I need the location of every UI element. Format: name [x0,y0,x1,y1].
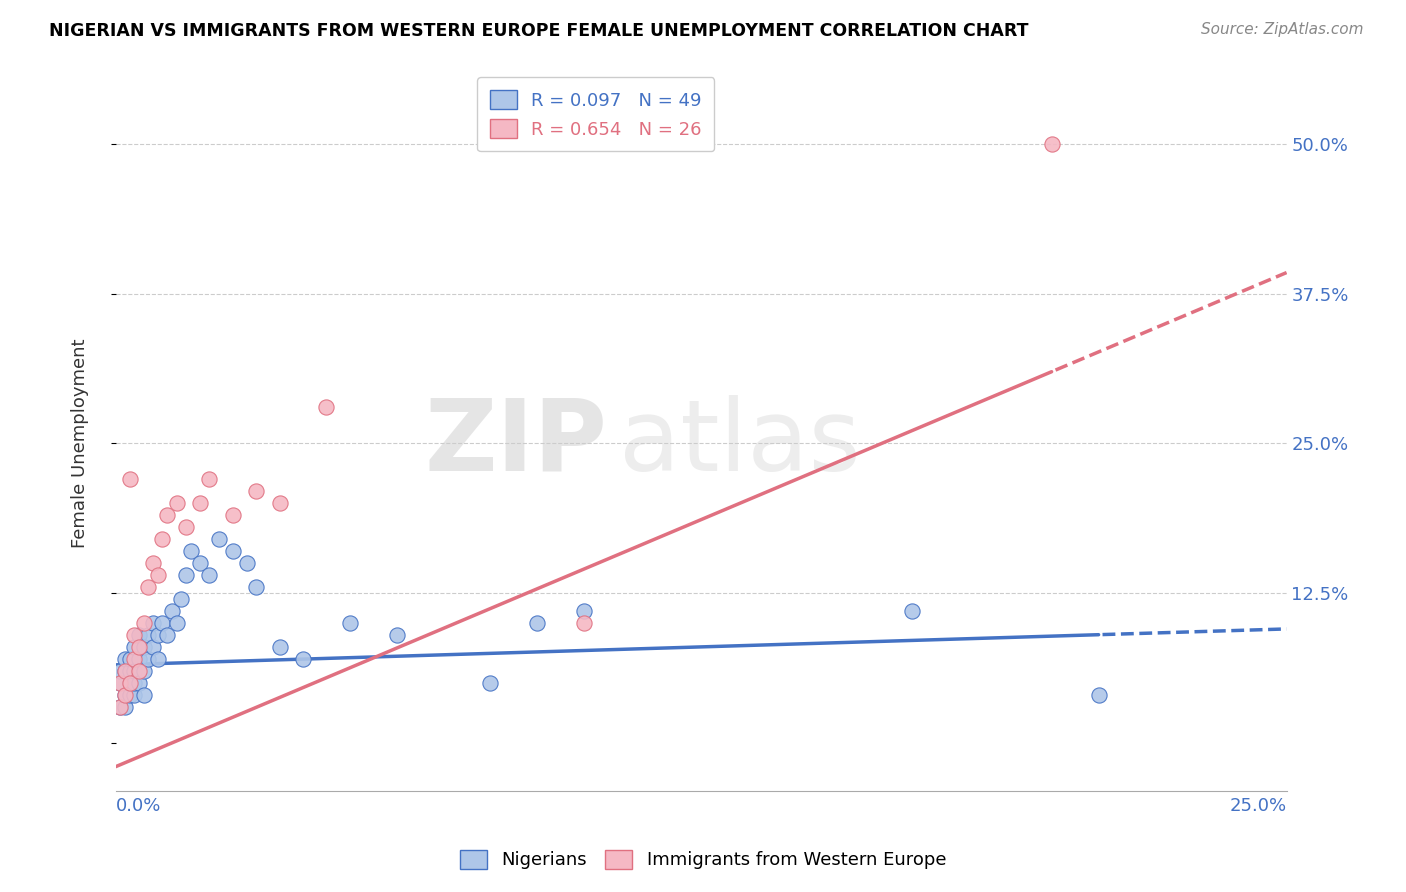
Point [110,676,132,690]
Point [339,615,361,630]
Point [269,640,291,654]
Point [118,676,141,690]
Point [152,532,174,546]
Point [124,652,146,666]
Point [124,664,146,678]
Point [901,604,924,618]
Text: ZIP: ZIP [425,395,607,491]
Point [166,615,188,630]
Point [222,544,245,558]
Point [124,688,146,702]
Point [110,699,132,714]
Point [142,615,165,630]
Point [526,615,548,630]
Point [245,484,267,499]
Point [114,664,136,678]
Point [198,568,221,582]
Point [245,580,267,594]
Point [128,664,150,678]
Text: NIGERIAN VS IMMIGRANTS FROM WESTERN EUROPE FEMALE UNEMPLOYMENT CORRELATION CHART: NIGERIAN VS IMMIGRANTS FROM WESTERN EURO… [49,22,1029,40]
Point [1042,136,1064,151]
Point [118,652,141,666]
Point [142,556,165,570]
Point [146,652,169,666]
Point [208,532,231,546]
Point [180,544,202,558]
Point [114,699,136,714]
Point [479,676,502,690]
Point [110,664,132,678]
Point [315,401,337,415]
Point [166,496,188,510]
Text: Source: ZipAtlas.com: Source: ZipAtlas.com [1201,22,1364,37]
Point [132,615,155,630]
Point [132,664,155,678]
Point [146,628,169,642]
Point [118,688,141,702]
Text: atlas: atlas [619,395,860,491]
Point [128,652,150,666]
Point [152,615,174,630]
Point [114,664,136,678]
Point [132,688,155,702]
Point [188,496,211,510]
Point [138,652,160,666]
Point [572,604,595,618]
Point [174,568,197,582]
Point [385,628,408,642]
Point [291,652,314,666]
Point [118,676,141,690]
Point [128,676,150,690]
Point [114,688,136,702]
Point [269,496,291,510]
Point [1088,688,1111,702]
Point [174,520,197,534]
Y-axis label: Female Unemployment: Female Unemployment [72,338,89,548]
Point [156,508,179,523]
Point [170,592,193,607]
Point [118,472,141,486]
Point [188,556,211,570]
Legend: R = 0.097   N = 49, R = 0.654   N = 26: R = 0.097 N = 49, R = 0.654 N = 26 [477,77,714,152]
Point [572,615,595,630]
Point [114,652,136,666]
Point [222,508,245,523]
Point [236,556,259,570]
Point [124,640,146,654]
Point [124,628,146,642]
Point [110,676,132,690]
Point [138,580,160,594]
Text: 25.0%: 25.0% [1229,797,1286,814]
Text: 0.0%: 0.0% [115,797,162,814]
Point [124,676,146,690]
Point [128,640,150,654]
Point [118,664,141,678]
Point [142,640,165,654]
Point [138,628,160,642]
Point [110,699,132,714]
Point [160,604,183,618]
Legend: Nigerians, Immigrants from Western Europe: Nigerians, Immigrants from Western Europ… [451,840,955,879]
Point [198,472,221,486]
Point [128,628,150,642]
Point [156,628,179,642]
Point [114,688,136,702]
Point [132,640,155,654]
Point [146,568,169,582]
